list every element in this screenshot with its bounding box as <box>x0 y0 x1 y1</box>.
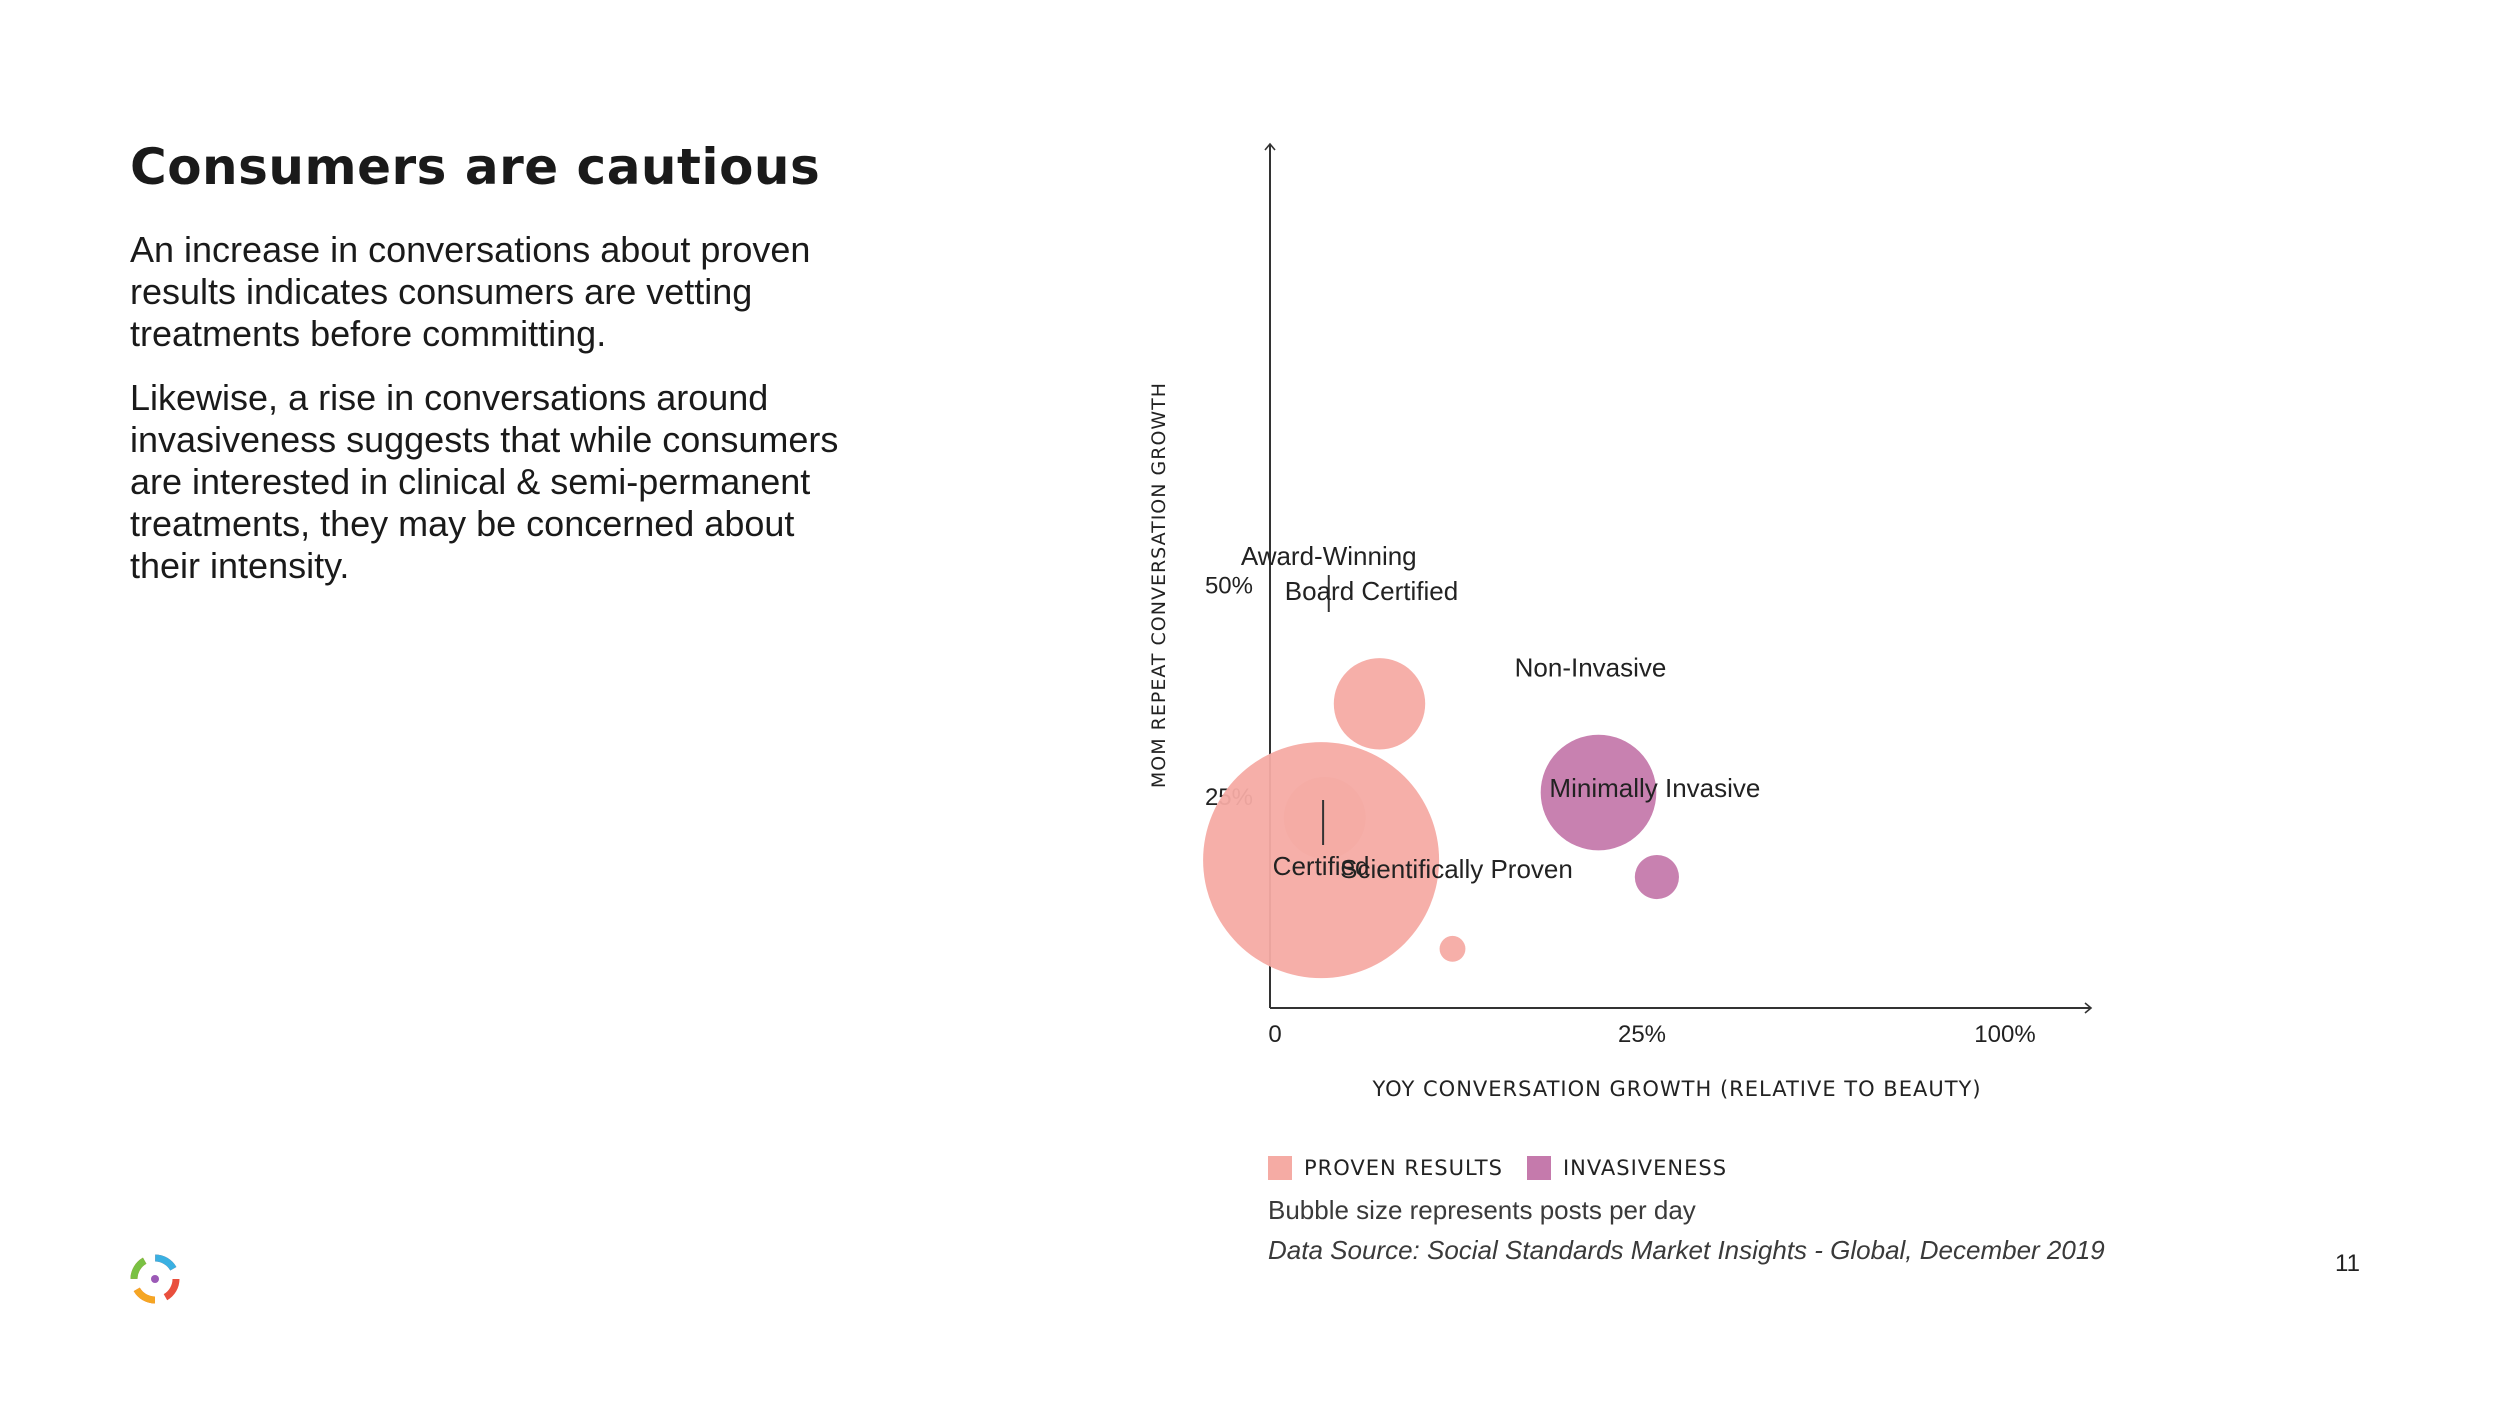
body-paragraph-2: Likewise, a rise in conversations around… <box>130 377 839 586</box>
page-number: 11 <box>2335 1250 2360 1277</box>
bubble-non-invasive <box>1540 734 1657 851</box>
legend-swatch-proven-results <box>1268 1156 1292 1180</box>
bubble-board-certified <box>1333 658 1426 750</box>
legend-label-proven-results: PROVEN RESULTS <box>1304 1156 1503 1180</box>
x-tick-label: 25% <box>1618 1021 1666 1048</box>
bubble-size-note: Bubble size represents posts per day <box>1268 1195 1696 1225</box>
data-source-note: Data Source: Social Standards Market Ins… <box>1268 1235 2105 1265</box>
legend-item-proven-results: PROVEN RESULTS <box>1268 1156 1503 1180</box>
y-tick-label: 50% <box>1205 573 1253 600</box>
bubble-label-certified: Certified <box>1273 851 1370 881</box>
y-axis-title: MOM REPEAT CONVERSATION GROWTH <box>1148 382 1170 788</box>
x-tick-label: 100% <box>1974 1021 2035 1048</box>
legend-label-invasiveness: INVASIVENESS <box>1562 1156 1728 1180</box>
legend-swatch-invasiveness <box>1526 1156 1551 1180</box>
bubble-label-minimally-invasive: Minimally Invasive <box>1549 773 1760 803</box>
page-title: Consumers are cautious <box>130 138 821 196</box>
bubble-scientifically-proven <box>1439 935 1466 962</box>
bubble-label-board-certified: Board Certified <box>1285 576 1458 606</box>
x-axis-title: YOY CONVERSATION GROWTH (RELATIVE TO BEA… <box>1371 1077 1981 1101</box>
chart-legend: PROVEN RESULTS INVASIVENESS <box>1268 1156 1751 1180</box>
segmented-ring-logo-icon <box>130 1254 180 1304</box>
bubble-label-scientifically-proven: Scientifically Proven <box>1340 854 1573 884</box>
bubble-label-award-winning: Award-Winning <box>1241 541 1417 571</box>
bubble-award-winning <box>1283 776 1366 859</box>
legend-item-invasiveness: INVASIVENESS <box>1526 1156 1728 1180</box>
body-paragraph-1: An increase in conversations about prove… <box>130 229 811 354</box>
bubble-minimally-invasive <box>1634 854 1679 900</box>
bubble-label-non-invasive: Non-Invasive <box>1515 653 1667 683</box>
bubble-certified <box>1203 742 1440 979</box>
x-tick-label: 0 <box>1268 1021 1281 1048</box>
